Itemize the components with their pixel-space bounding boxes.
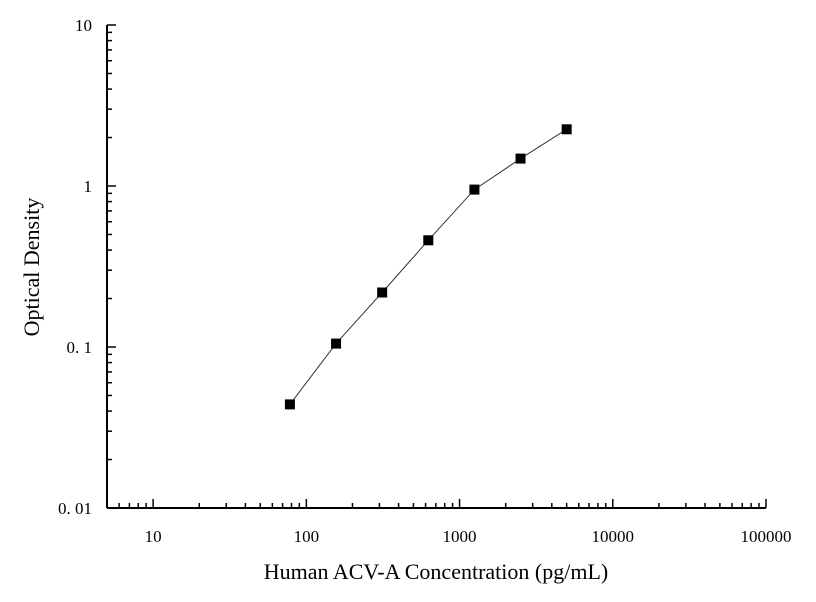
x-tick-label: 100 <box>294 527 320 546</box>
data-point-marker <box>515 153 526 164</box>
data-point-marker <box>561 124 572 135</box>
y-tick-label: 1 <box>84 177 93 196</box>
data-point-marker <box>423 235 434 246</box>
fit-curve <box>289 128 567 405</box>
data-point-marker <box>469 184 480 195</box>
x-tick-labels: 10 100 1000 10000 100000 <box>145 527 792 546</box>
data-point-marker <box>331 338 342 349</box>
x-tick-label: 1000 <box>443 527 477 546</box>
y-axis-title: Optical Density <box>19 198 44 337</box>
x-tick-label: 100000 <box>741 527 792 546</box>
x-axis-title: Human ACV-A Concentration (pg/mL) <box>264 559 608 584</box>
y-axis-ticks <box>107 24 116 509</box>
data-point-marker <box>284 399 295 410</box>
x-tick-label: 10000 <box>592 527 635 546</box>
x-tick-label: 10 <box>145 527 162 546</box>
data-point-marker <box>377 287 388 298</box>
data-series <box>284 124 572 410</box>
y-tick-label: 10 <box>75 16 92 35</box>
y-tick-label: 0. 1 <box>67 338 93 357</box>
x-axis-ticks <box>106 499 767 508</box>
y-tick-label: 0. 01 <box>58 499 92 518</box>
y-tick-labels: 0. 01 0. 1 1 10 <box>58 16 92 518</box>
